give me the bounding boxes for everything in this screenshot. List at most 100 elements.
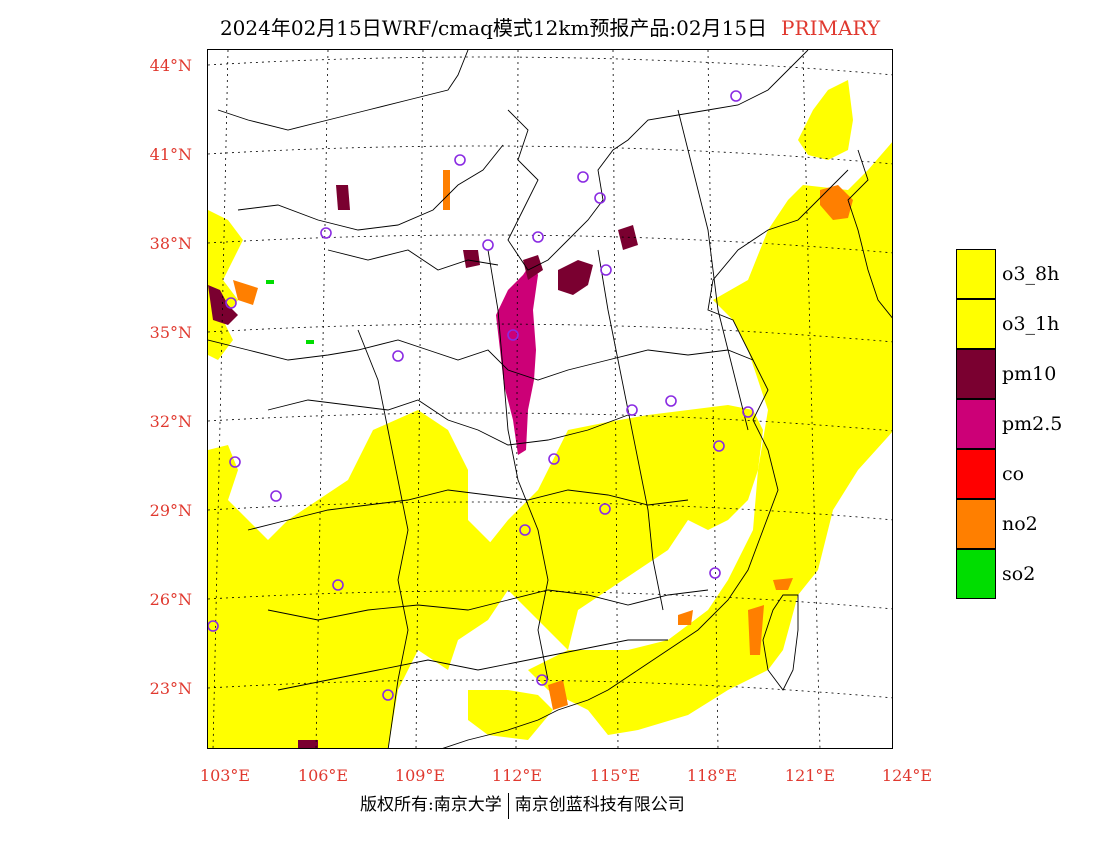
lon-label-106e: 106°E: [297, 766, 349, 785]
national-border-north: [217, 50, 469, 131]
city-marker: [532, 231, 544, 243]
o3-area-west: [208, 210, 243, 360]
city-marker: [665, 395, 677, 407]
province-border-4: [208, 339, 754, 381]
lon-label-118e: 118°E: [686, 766, 738, 785]
city-marker: [577, 171, 589, 183]
province-border-8: [277, 639, 668, 691]
parallel-29n: [208, 501, 892, 521]
korea-coast: [847, 149, 892, 319]
city-marker: [454, 154, 466, 166]
city-markers: [208, 90, 754, 701]
city-marker: [599, 503, 611, 515]
meridian-112e: [515, 50, 519, 748]
o3-area: [208, 80, 892, 748]
graticule: [208, 50, 892, 748]
meridian-106e: [315, 50, 329, 748]
so2-cell-2: [306, 340, 314, 344]
parallel-26n: [208, 590, 892, 610]
city-marker: [742, 406, 754, 418]
lat-label-41n: 41°N: [149, 145, 192, 164]
city-marker: [536, 674, 548, 686]
province-border-7: [267, 589, 709, 621]
city-marker: [519, 524, 531, 536]
no2-area: [233, 170, 853, 710]
footer-divider: [507, 792, 509, 819]
legend-item-pm25: pm2.5: [956, 399, 1096, 449]
legend-label: o3_8h: [1002, 263, 1060, 285]
parallel-44n: [208, 56, 892, 76]
city-marker: [600, 264, 612, 276]
legend-swatch: [956, 449, 996, 499]
city-marker: [225, 297, 237, 309]
title-main: 2024年02月15日WRF/cmaq模式12km预报产品:02月15日: [219, 16, 768, 40]
province-border-3: [327, 249, 499, 271]
o3-area-northeast: [798, 80, 853, 160]
legend-item-pm10: pm10: [956, 349, 1096, 399]
lon-label-115e: 115°E: [589, 766, 641, 785]
city-marker: [270, 490, 282, 502]
province-border-9: [357, 329, 409, 748]
city-marker: [208, 620, 219, 632]
meridian-115e: [612, 50, 619, 748]
legend-label: pm10: [1002, 363, 1057, 385]
province-border-5: [267, 399, 629, 446]
o3-area-south-west: [303, 500, 383, 570]
meridian-103e: [212, 50, 229, 748]
o3-area-southwest: [208, 410, 508, 748]
province-border-12: [677, 109, 749, 431]
pm10-area-3: [336, 185, 350, 210]
lon-label-112e: 112°E: [491, 766, 543, 785]
pm10-area-1: [558, 260, 593, 295]
lon-label-109e: 109°E: [394, 766, 446, 785]
pm10-area-7: [298, 740, 318, 748]
legend-label: pm2.5: [1002, 413, 1063, 435]
province-border-1: [507, 50, 809, 271]
province-borders: [208, 50, 892, 748]
lat-label-26n: 26°N: [149, 590, 192, 609]
province-border-6: [247, 489, 689, 531]
city-marker: [594, 192, 606, 204]
coastline: [442, 169, 849, 748]
legend-swatch: [956, 349, 996, 399]
legend-item-o3-1h: o3_1h: [956, 299, 1096, 349]
map-panel[interactable]: [207, 49, 893, 749]
meridian-118e: [707, 50, 719, 748]
parallel-38n: [208, 234, 892, 254]
pm10-area-4: [208, 285, 238, 325]
province-border-11: [597, 249, 664, 611]
no2-area-1: [820, 185, 853, 220]
city-marker: [392, 350, 404, 362]
meridian-121e: [802, 50, 821, 748]
lon-label-124e: 124°E: [881, 766, 933, 785]
o3-area-south: [468, 690, 553, 740]
legend-swatch: [956, 399, 996, 449]
map-title: 2024年02月15日WRF/cmaq模式12km预报产品:02月15日 PRIM…: [0, 12, 1100, 41]
meridian-109e: [415, 50, 424, 748]
copyright-company: 南京创蓝科技有限公司: [514, 795, 685, 815]
legend-swatch: [956, 249, 996, 299]
no2-area-5: [773, 578, 793, 590]
city-marker: [320, 227, 332, 239]
lon-label-103e: 103°E: [199, 766, 251, 785]
so2-area: [266, 280, 314, 344]
legend-label: so2: [1002, 563, 1036, 585]
legend-label: o3_1h: [1002, 313, 1060, 335]
city-marker: [730, 90, 742, 102]
map-canvas: [208, 50, 892, 748]
legend-item-no2: no2: [956, 499, 1096, 549]
lat-label-29n: 29°N: [149, 501, 192, 520]
no2-area-7: [548, 680, 568, 710]
parallel-41n: [208, 145, 892, 165]
no2-area-4: [748, 605, 764, 655]
no2-area-3: [233, 280, 258, 305]
o3-area-east-coast: [528, 142, 892, 735]
pollutant-legend: o3_8h o3_1h pm10 pm2.5 co no2 so2: [956, 249, 1096, 599]
copyright-footer: 版权所有:南京大学 南京创蓝科技有限公司: [360, 790, 685, 819]
city-marker: [332, 579, 344, 591]
parallel-32n: [208, 412, 892, 432]
lat-label-44n: 44°N: [149, 56, 192, 75]
city-marker: [548, 453, 560, 465]
parallel-23n: [208, 679, 892, 699]
city-marker: [482, 239, 494, 251]
